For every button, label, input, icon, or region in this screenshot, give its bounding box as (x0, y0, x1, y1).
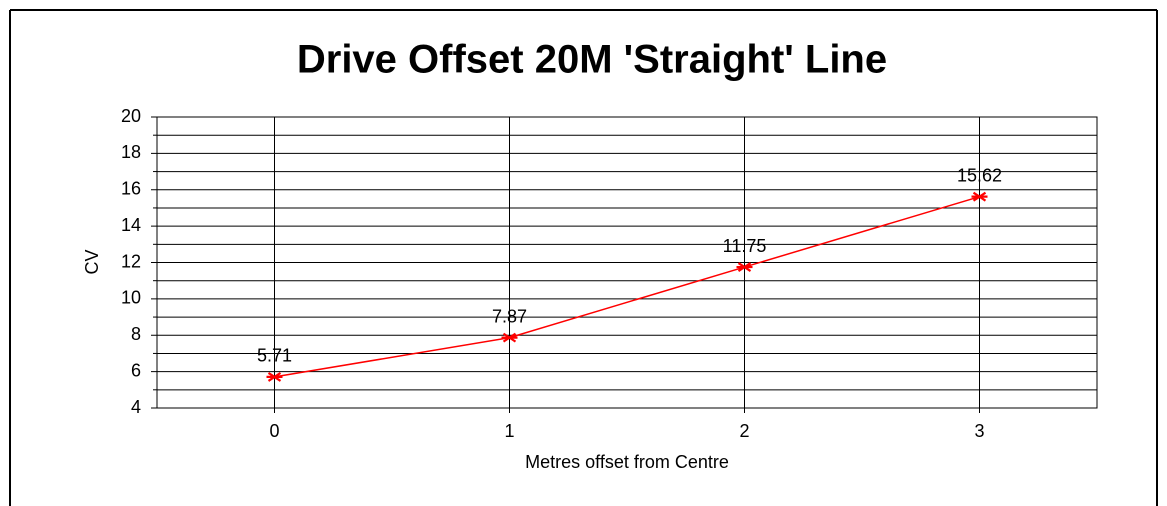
y-tick-label: 6 (131, 360, 141, 380)
y-tick-label: 12 (121, 251, 141, 271)
data-point (736, 262, 753, 272)
data-label: 11.75 (723, 236, 767, 256)
y-tick-label: 8 (131, 324, 141, 344)
y-tick-label: 20 (121, 106, 141, 126)
y-tick-label: 4 (131, 397, 141, 417)
y-tick-label: 16 (121, 179, 141, 199)
x-axis-label: Metres offset from Centre (525, 452, 729, 472)
data-label: 5.71 (257, 346, 292, 366)
x-tick-label: 0 (269, 421, 279, 441)
data-point (971, 191, 988, 202)
data-label: 7.87 (492, 306, 527, 326)
x-tick-label: 2 (739, 421, 749, 441)
y-axis-label: CV (82, 249, 102, 274)
data-label: 15.62 (957, 165, 1002, 185)
x-tick-label: 3 (974, 421, 984, 441)
data-point (266, 371, 283, 382)
data-line (274, 195, 980, 378)
chart-title: Drive Offset 20M 'Straight' Line (297, 38, 887, 82)
y-tick-label: 14 (121, 215, 141, 235)
x-tick-label: 1 (504, 421, 514, 441)
y-tick-label: 18 (121, 142, 141, 162)
y-tick-label: 10 (121, 288, 141, 308)
data-point (501, 332, 518, 343)
